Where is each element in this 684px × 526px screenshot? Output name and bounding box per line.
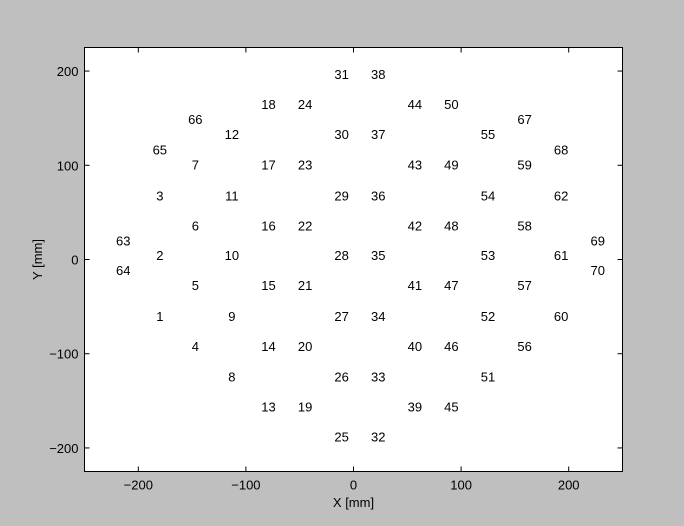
point-label: 28 [334, 248, 348, 263]
point-label: 25 [334, 430, 348, 445]
point-label: 52 [481, 309, 495, 324]
point-label: 20 [298, 339, 312, 354]
point-label: 21 [298, 278, 312, 293]
x-tick-label: 0 [350, 478, 357, 493]
point-label: 24 [298, 97, 312, 112]
point-label: 43 [408, 157, 422, 172]
point-label: 54 [481, 188, 495, 203]
point-label: 37 [371, 127, 385, 142]
point-labels: 1234567891011121314151617181920212223242… [116, 67, 605, 445]
point-label: 9 [228, 309, 235, 324]
y-tick-label: −100 [49, 347, 78, 362]
point-label: 23 [298, 157, 312, 172]
point-label: 58 [517, 219, 531, 234]
point-label: 51 [481, 369, 495, 384]
x-tick-label: 200 [558, 478, 580, 493]
point-label: 18 [261, 97, 275, 112]
point-label: 26 [334, 369, 348, 384]
point-label: 36 [371, 188, 385, 203]
point-label: 33 [371, 369, 385, 384]
point-label: 22 [298, 219, 312, 234]
y-tick-label: 100 [57, 158, 79, 173]
point-label: 6 [192, 219, 199, 234]
y-axis-label: Y [mm] [30, 239, 45, 280]
point-label: 30 [334, 127, 348, 142]
y-tick-label: 200 [57, 64, 79, 79]
x-tick-label: −200 [124, 478, 153, 493]
point-label: 55 [481, 127, 495, 142]
point-label: 64 [116, 263, 130, 278]
point-label: 5 [192, 278, 199, 293]
y-tick-label: −200 [49, 441, 78, 456]
point-label: 3 [156, 188, 163, 203]
point-label: 69 [591, 234, 605, 249]
point-label: 46 [444, 339, 458, 354]
point-label: 48 [444, 219, 458, 234]
point-label: 27 [334, 309, 348, 324]
point-label: 38 [371, 67, 385, 82]
point-label: 44 [408, 97, 422, 112]
point-label: 50 [444, 97, 458, 112]
point-label: 61 [554, 248, 568, 263]
point-label: 4 [192, 339, 199, 354]
point-label: 1 [156, 309, 163, 324]
x-tick-label: 100 [450, 478, 472, 493]
point-label: 63 [116, 234, 130, 249]
point-label: 45 [444, 399, 458, 414]
point-label: 41 [408, 278, 422, 293]
point-label: 39 [408, 399, 422, 414]
point-label: 65 [153, 142, 167, 157]
point-label: 2 [156, 248, 163, 263]
point-label: 67 [517, 112, 531, 127]
point-label: 31 [334, 67, 348, 82]
point-label: 66 [188, 112, 202, 127]
point-label: 35 [371, 248, 385, 263]
point-label: 42 [408, 219, 422, 234]
point-label: 60 [554, 309, 568, 324]
y-tick-label: 0 [71, 253, 78, 268]
point-label: 32 [371, 430, 385, 445]
point-label: 57 [517, 278, 531, 293]
plot-area [84, 47, 623, 472]
point-label: 16 [261, 219, 275, 234]
point-label: 56 [517, 339, 531, 354]
point-label: 17 [261, 157, 275, 172]
point-label: 59 [517, 157, 531, 172]
point-label: 53 [481, 248, 495, 263]
point-label: 62 [554, 188, 568, 203]
point-label: 70 [591, 263, 605, 278]
point-label: 47 [444, 278, 458, 293]
point-label: 15 [261, 278, 275, 293]
point-label: 14 [261, 339, 275, 354]
x-tick-label: −100 [231, 478, 260, 493]
point-label: 13 [261, 399, 275, 414]
point-label: 29 [334, 188, 348, 203]
point-label: 11 [225, 188, 239, 203]
x-axis-label: X [mm] [333, 495, 374, 510]
point-label: 49 [444, 157, 458, 172]
point-label: 19 [298, 399, 312, 414]
point-label: 68 [554, 142, 568, 157]
point-label: 34 [371, 309, 385, 324]
point-label: 12 [225, 127, 239, 142]
point-label: 8 [228, 369, 235, 384]
point-label: 7 [192, 157, 199, 172]
ticks: −200 −100 0 100 200 −200 −100 0 100 200 [49, 47, 623, 493]
point-label: 40 [408, 339, 422, 354]
point-label: 10 [225, 248, 239, 263]
